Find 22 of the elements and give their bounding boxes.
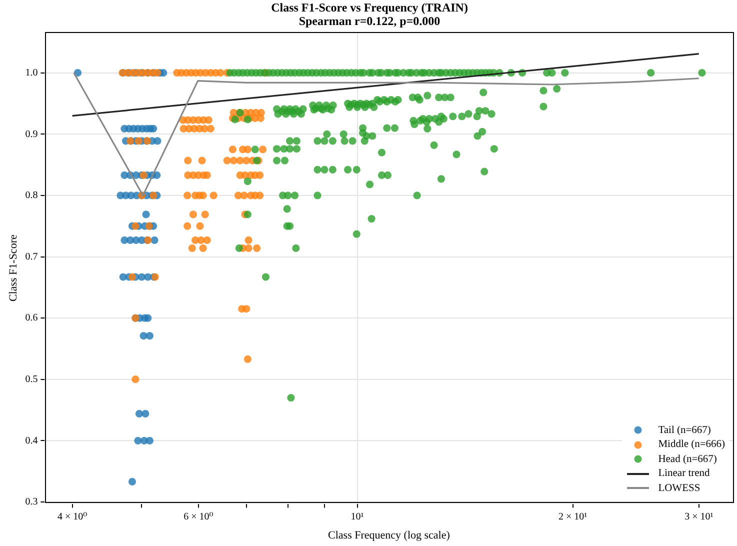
legend-label: LOWESS [658,482,700,494]
y-axis-title: Class F1-Score [7,234,20,302]
y-tick-label: 0.3 [25,496,38,508]
legend-label: Linear trend [658,468,710,480]
chart-title: Class F1-Score vs Frequency (TRAIN) [271,0,468,15]
legend-label: Tail (n=667) [658,424,711,436]
y-tick-label: 0.4 [25,435,38,446]
y-tick-label: 0.8 [25,190,38,202]
legend-label: Head (n=667) [658,454,717,465]
x-tick-label: 3 × 10¹ [684,511,714,522]
chart-subtitle: Spearman r=0.122, p=0.000 [298,14,440,28]
x-tick-label: 4 × 10⁰ [57,511,88,522]
x-tick-label: 6 × 10⁰ [184,511,214,522]
y-tick-label: 0.7 [25,251,38,262]
y-tick-label: 0.9 [25,128,38,140]
y-tick-label: 0.5 [25,374,38,385]
x-tick-label: 2 × 10¹ [558,511,588,522]
legend-label: Middle (n=666) [658,439,726,450]
x-tick-label: 10¹ [350,511,364,522]
y-tick-label: 1.0 [25,67,38,78]
y-tick-label: 0.6 [25,312,38,324]
x-axis-title: Class Frequency (log scale) [328,529,450,542]
